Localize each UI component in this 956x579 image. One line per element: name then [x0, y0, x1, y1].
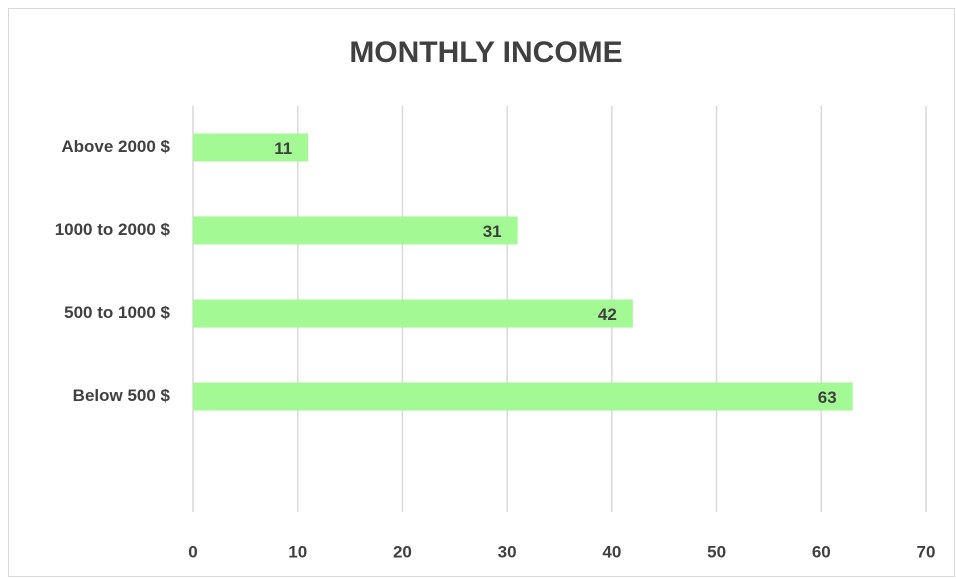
x-tick-label: 10 — [288, 542, 307, 561]
x-tick-label: 30 — [498, 542, 517, 561]
x-tick-label: 70 — [917, 542, 936, 561]
y-tick-label: Below 500 $ — [73, 386, 171, 405]
bar — [193, 133, 309, 162]
x-tick-label: 50 — [707, 542, 726, 561]
data-label: 42 — [598, 305, 617, 324]
y-tick-label: 1000 to 2000 $ — [55, 220, 171, 239]
data-label: 11 — [274, 139, 292, 158]
bar — [193, 382, 853, 411]
y-tick-label: Above 2000 $ — [61, 137, 170, 156]
data-label: 31 — [483, 222, 502, 241]
x-tick-label: 20 — [393, 542, 412, 561]
data-label: 63 — [818, 388, 837, 407]
y-tick-label: 500 to 1000 $ — [64, 303, 170, 322]
x-tick-label: 60 — [812, 542, 831, 561]
x-tick-label: 40 — [602, 542, 621, 561]
bar — [193, 216, 518, 245]
bar — [193, 299, 633, 328]
chart-border — [8, 8, 955, 577]
x-tick-label: 0 — [188, 542, 197, 561]
chart-title: MONTHLY INCOME — [349, 36, 622, 69]
